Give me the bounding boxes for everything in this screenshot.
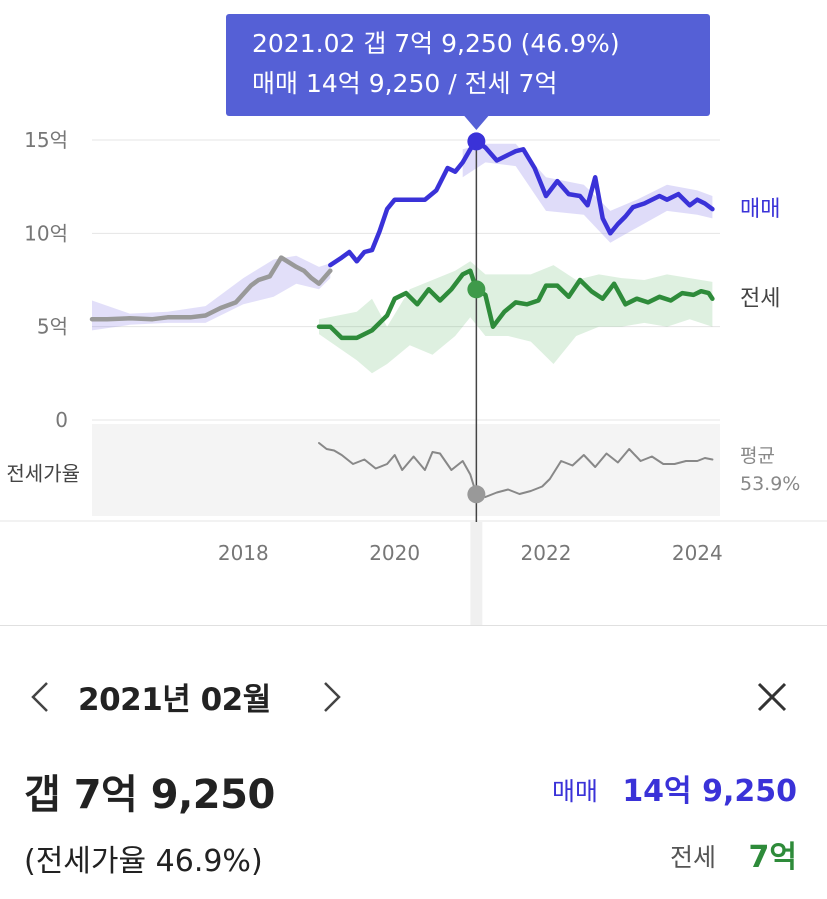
series-lines <box>89 139 715 498</box>
x-tick-label: 2024 <box>672 541 723 565</box>
y-tick-label: 10억 <box>24 221 68 245</box>
gap-value: 갭 7억 9,250 <box>24 772 275 818</box>
panel-divider <box>0 625 827 626</box>
chevron-left-icon <box>31 682 48 712</box>
close-icon <box>757 682 787 712</box>
series-line-ratio <box>318 442 714 498</box>
prev-month-button[interactable] <box>20 672 60 722</box>
y-tick-label: 5억 <box>37 315 68 339</box>
range-bands <box>92 143 713 374</box>
series-line-jeonse <box>316 268 715 341</box>
chevron-right-icon <box>324 682 341 712</box>
x-tick-label: 2018 <box>218 541 269 565</box>
jeonse-ratio-value: (전세가율 46.9%) <box>24 844 263 879</box>
y-axis-ticks: 15억 10억 5억 0 <box>24 128 68 432</box>
x-tick-label: 2020 <box>369 541 420 565</box>
ratio-cursor-point <box>467 485 486 504</box>
date-navigator: 2021년 02월 <box>0 672 827 722</box>
y-tick-label: 0 <box>55 408 68 432</box>
chart-tooltip: 2021.02 갭 7억 9,250 (46.9%) 매매 14억 9,250 … <box>226 14 710 116</box>
sale-value: 14억 9,250 <box>622 774 797 809</box>
sale-label: 매매 <box>552 777 599 806</box>
tooltip-line-2: 매매 14억 9,250 / 전세 7억 <box>252 69 558 98</box>
tooltip-line-1: 2021.02 갭 7억 9,250 (46.9%) <box>252 29 620 58</box>
series-line-past <box>89 255 333 322</box>
ratio-panel-background <box>92 424 720 516</box>
close-button[interactable] <box>752 672 792 722</box>
x-tick-label: 2022 <box>521 541 572 565</box>
sale-cursor-point <box>467 132 486 151</box>
selected-date: 2021년 02월 <box>78 682 271 718</box>
chart-grid <box>0 139 827 522</box>
ratio-average-value: 53.9% <box>740 473 800 495</box>
tooltip-pointer <box>464 116 489 130</box>
next-month-button[interactable] <box>312 672 352 722</box>
ratio-panel-label: 전세가율 <box>6 461 80 485</box>
ratio-average-label: 평균 <box>740 445 775 467</box>
x-axis-ticks: 2018 2020 2022 2024 <box>218 541 723 565</box>
jeonse-range-band <box>319 261 713 374</box>
cursor-handle[interactable] <box>470 522 483 625</box>
jeonse-cursor-point <box>467 280 486 299</box>
series-line-sale <box>328 139 715 268</box>
jeonse-value: 7억 <box>748 840 797 875</box>
y-tick-label: 15억 <box>24 128 68 152</box>
jeonse-label: 전세 <box>670 843 717 872</box>
sale-range-band <box>462 143 713 243</box>
jeonse-series-label: 전세 <box>740 287 780 312</box>
sale-series-label: 매매 <box>740 197 780 222</box>
